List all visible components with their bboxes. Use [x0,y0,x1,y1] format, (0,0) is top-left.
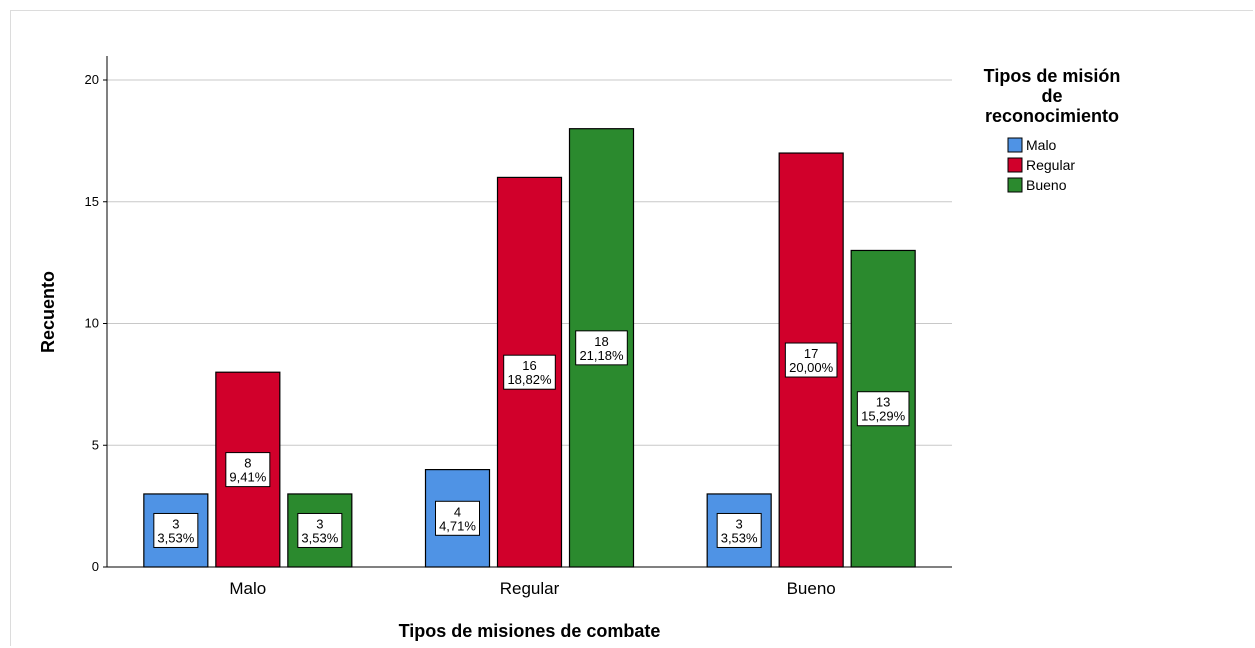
data-label-count: 13 [876,395,890,410]
data-label-count: 17 [804,346,818,361]
y-tick-label: 15 [85,194,99,209]
y-axis-title: Recuento [38,271,58,353]
data-label-percent: 3,53% [721,530,758,545]
data-label-box [435,500,480,536]
x-axis-title: Tipos de misiones de combate [399,621,661,641]
y-tick-label: 10 [85,316,99,331]
data-label-box [503,354,556,390]
x-tick-label: Bueno [787,579,836,598]
legend-swatch [1007,157,1023,173]
legend-label: Regular [1026,157,1075,173]
data-label-percent: 20,00% [789,360,834,375]
x-tick-label: Malo [229,579,266,598]
legend-title: de [1041,86,1062,106]
legend-label: Bueno [1026,177,1067,193]
x-tick-label: Regular [500,579,560,598]
data-label-count: 16 [522,358,536,373]
data-label-percent: 15,29% [861,409,906,424]
y-tick-label: 20 [85,72,99,87]
data-label-count: 4 [454,504,461,519]
data-label-percent: 3,53% [157,530,194,545]
legend-label: Malo [1026,137,1057,153]
y-tick-label: 5 [92,437,99,452]
data-label-count: 3 [172,516,179,531]
data-label-box [716,512,762,548]
legend-swatch [1007,177,1023,193]
legend-swatch [1007,137,1023,153]
legend-title: Tipos de misión [984,66,1121,86]
data-label-box [297,512,343,548]
data-label-count: 3 [736,516,743,531]
data-label-percent: 18,82% [507,372,552,387]
data-label-box [784,342,838,378]
chart-frame [10,10,1253,646]
data-label-count: 18 [594,334,608,349]
y-tick-label: 0 [92,559,99,574]
data-label-box [856,391,910,427]
data-label-count: 8 [244,456,251,471]
legend-title: reconocimiento [985,106,1119,126]
data-label-percent: 4,71% [439,518,476,533]
data-label-box [225,452,271,488]
data-label-box [575,330,628,366]
data-label-percent: 3,53% [301,530,338,545]
data-label-count: 3 [316,516,323,531]
data-label-percent: 9,41% [229,470,266,485]
data-label-box [153,512,199,548]
data-label-percent: 21,18% [579,348,624,363]
